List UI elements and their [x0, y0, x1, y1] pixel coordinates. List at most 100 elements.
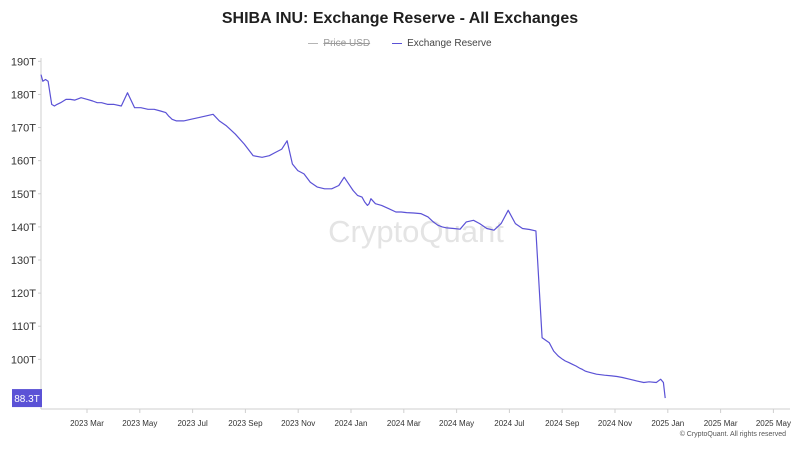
- series-point: [370, 198, 371, 199]
- x-tick-label: 2024 Jan: [335, 419, 368, 428]
- watermark: CryptoQuant: [328, 214, 504, 249]
- series-point: [665, 398, 666, 399]
- x-tick-label: 2023 Jul: [177, 419, 207, 428]
- series-point: [656, 382, 657, 383]
- y-tick-label: 110T: [12, 321, 37, 333]
- series-point: [442, 226, 443, 227]
- series-point: [643, 382, 644, 383]
- series-point: [529, 229, 530, 230]
- series-point: [649, 381, 650, 382]
- x-tick-label: 2025 May: [756, 419, 791, 428]
- series-point: [367, 205, 368, 206]
- series-point: [183, 120, 184, 121]
- series-point: [101, 102, 102, 103]
- series-layer: [40, 74, 666, 399]
- series-point: [542, 337, 543, 338]
- series-point: [508, 210, 509, 211]
- series-point: [572, 364, 573, 365]
- series-point: [361, 197, 362, 198]
- y-axis: 190T 180T 170T 160T 150T 140T 130T 120T 110T 100T: [11, 56, 42, 409]
- series-point: [568, 362, 569, 363]
- series-point: [460, 229, 461, 230]
- series-point: [353, 190, 354, 191]
- series-point: [92, 100, 93, 101]
- series-point: [140, 107, 141, 108]
- series-point: [154, 109, 155, 110]
- series-point: [549, 342, 550, 343]
- series-point: [611, 375, 612, 376]
- series-point: [479, 223, 480, 224]
- series-point: [190, 119, 191, 120]
- series-point: [60, 102, 61, 103]
- series-point: [292, 163, 293, 164]
- series-point: [622, 377, 623, 378]
- series-point: [381, 205, 382, 206]
- legend: Price USD Exchange Reserve: [0, 38, 800, 49]
- x-tick-label: 2024 Jul: [494, 419, 524, 428]
- chart-title: SHIBA INU: Exchange Reserve - All Exchan…: [221, 10, 579, 27]
- series-point: [584, 370, 585, 371]
- y-tick-label: 190T: [11, 56, 36, 68]
- series-point: [420, 213, 421, 214]
- legend-label-exchange-reserve: Exchange Reserve: [407, 38, 492, 49]
- series-point: [87, 99, 88, 100]
- series-point: [562, 359, 563, 360]
- series-point: [663, 382, 664, 383]
- series-point: [253, 155, 254, 156]
- series-point: [70, 99, 71, 100]
- series-point: [575, 365, 576, 366]
- y-tick-label: 120T: [11, 288, 36, 300]
- series-point: [586, 371, 587, 372]
- series-point: [172, 119, 173, 120]
- y-tick-label: 100T: [11, 354, 36, 366]
- series-point: [198, 117, 199, 118]
- series-point: [364, 201, 365, 202]
- series-point: [317, 187, 318, 188]
- series-point: [395, 211, 396, 212]
- series-point: [629, 379, 630, 380]
- legend-label-price-usd: Price USD: [323, 38, 371, 49]
- series-point: [660, 379, 661, 380]
- series-point: [433, 221, 434, 222]
- y-tick-label: 130T: [11, 255, 36, 267]
- series-point: [97, 102, 98, 103]
- y-tick-label: 180T: [11, 89, 36, 101]
- x-tick-label: 2024 May: [439, 419, 474, 428]
- x-tick-label: 2023 May: [122, 419, 157, 428]
- series-point: [437, 225, 438, 226]
- last-value-label: 88.3T: [14, 394, 40, 405]
- x-tick-label: 2023 Mar: [70, 419, 104, 428]
- series-point: [205, 115, 206, 116]
- series-point: [176, 120, 177, 121]
- series-point: [168, 115, 169, 116]
- legend-item-exchange-reserve[interactable]: Exchange Reserve: [392, 38, 492, 49]
- x-tick-label: 2023 Nov: [281, 419, 315, 428]
- series-point: [486, 228, 487, 229]
- series-point: [357, 195, 358, 196]
- series-point: [147, 109, 148, 110]
- series-point: [114, 104, 115, 105]
- series-point: [160, 110, 161, 111]
- x-tick-label: 2024 Sep: [545, 419, 580, 428]
- series-point: [219, 120, 220, 121]
- series-point: [580, 368, 581, 369]
- series-point: [590, 372, 591, 373]
- x-tick-label: 2025 Jan: [651, 419, 684, 428]
- series-point: [310, 182, 311, 183]
- series-point: [45, 79, 46, 80]
- series-point: [165, 112, 166, 113]
- x-tick-label: 2024 Nov: [598, 419, 632, 428]
- series-point: [338, 185, 339, 186]
- series-point: [244, 144, 245, 145]
- last-value-badge: [12, 389, 42, 408]
- legend-item-price-usd[interactable]: Price USD: [308, 38, 370, 49]
- series-point: [473, 220, 474, 221]
- last-value-layer: 88.3T: [12, 389, 42, 408]
- series-point: [466, 221, 467, 222]
- series-point: [65, 99, 66, 100]
- series-point: [262, 157, 263, 158]
- series-point: [369, 203, 370, 204]
- series-point: [331, 188, 332, 189]
- series-point: [558, 355, 559, 356]
